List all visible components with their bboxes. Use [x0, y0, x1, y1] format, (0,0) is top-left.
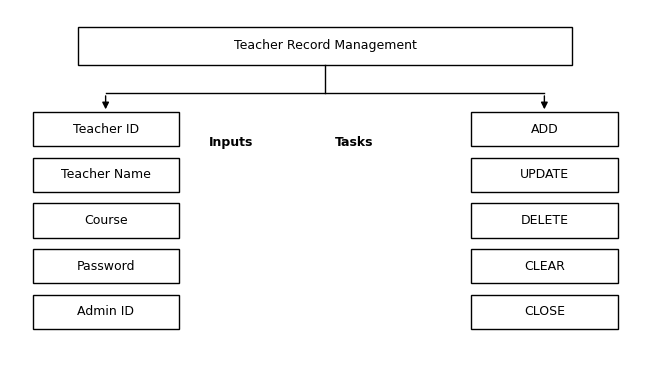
Text: UPDATE: UPDATE: [520, 168, 569, 181]
Text: CLOSE: CLOSE: [524, 305, 565, 318]
Bar: [471, 112, 618, 146]
Bar: [32, 203, 179, 238]
Bar: [471, 294, 618, 329]
Text: Teacher Name: Teacher Name: [60, 168, 151, 181]
Bar: [471, 249, 618, 283]
Bar: [471, 158, 618, 192]
Text: Password: Password: [77, 260, 135, 272]
Bar: [32, 249, 179, 283]
Text: Inputs: Inputs: [209, 136, 253, 149]
Bar: [78, 27, 572, 65]
Text: Teacher Record Management: Teacher Record Management: [233, 39, 417, 52]
Bar: [32, 158, 179, 192]
Bar: [32, 112, 179, 146]
Text: CLEAR: CLEAR: [524, 260, 565, 272]
Text: Course: Course: [84, 214, 127, 227]
Text: Teacher ID: Teacher ID: [73, 123, 138, 136]
Bar: [471, 203, 618, 238]
Text: ADD: ADD: [530, 123, 558, 136]
Text: Admin ID: Admin ID: [77, 305, 134, 318]
Bar: [32, 294, 179, 329]
Text: DELETE: DELETE: [521, 214, 568, 227]
Text: Tasks: Tasks: [335, 136, 374, 149]
